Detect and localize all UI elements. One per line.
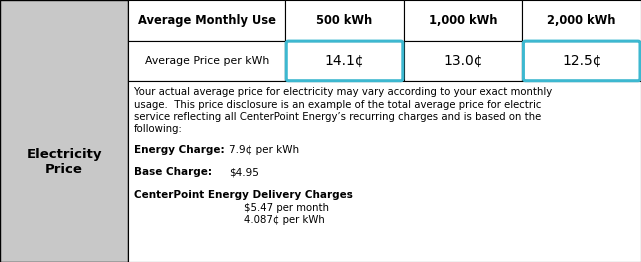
Text: 13.0¢: 13.0¢ (444, 54, 483, 68)
Bar (404, 0, 522, 41)
Text: 12.5¢: 12.5¢ (562, 54, 601, 68)
Bar (0, 0, 128, 262)
Text: 500 kWh: 500 kWh (317, 14, 372, 27)
Bar (128, 81, 641, 262)
Text: 4.087¢ per kWh: 4.087¢ per kWh (244, 215, 324, 225)
Text: following:: following: (134, 124, 183, 134)
Text: Your actual average price for electricity may vary according to your exact month: Your actual average price for electricit… (134, 87, 552, 97)
Text: Average Price per kWh: Average Price per kWh (145, 56, 269, 66)
Bar (128, 0, 285, 41)
Text: 7.9¢ per kWh: 7.9¢ per kWh (229, 145, 299, 155)
Bar (404, 41, 522, 81)
Text: usage.  This price disclosure is an example of the total average price for elect: usage. This price disclosure is an examp… (134, 100, 541, 110)
Bar (522, 0, 641, 41)
Bar (522, 41, 641, 81)
Text: CenterPoint Energy Delivery Charges: CenterPoint Energy Delivery Charges (134, 190, 353, 200)
Bar (285, 41, 404, 81)
Text: Electricity
Price: Electricity Price (26, 149, 102, 176)
Bar (285, 0, 404, 41)
Text: 1,000 kWh: 1,000 kWh (429, 14, 497, 27)
Text: Base Charge:: Base Charge: (134, 167, 212, 177)
Text: :: : (349, 190, 353, 200)
Text: $4.95: $4.95 (229, 167, 258, 177)
Text: 14.1¢: 14.1¢ (325, 54, 364, 68)
Text: service reflecting all CenterPoint Energy’s recurring charges and is based on th: service reflecting all CenterPoint Energ… (134, 112, 541, 122)
Text: $5.47 per month: $5.47 per month (244, 203, 329, 213)
Text: 2,000 kWh: 2,000 kWh (547, 14, 616, 27)
Text: Average Monthly Use: Average Monthly Use (138, 14, 276, 27)
Text: Energy Charge:: Energy Charge: (134, 145, 224, 155)
Bar (128, 41, 285, 81)
